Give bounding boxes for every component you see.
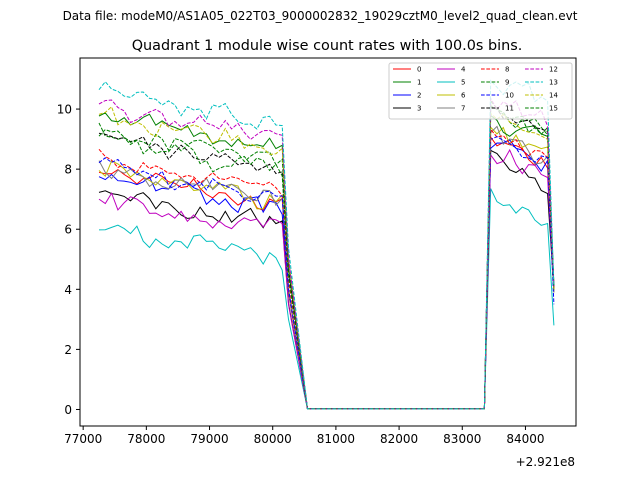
axes-frame [79,57,577,427]
series-layer [98,79,555,410]
x-tick-label: 79000 [190,432,228,446]
figure-suptitle: Data file: modeM0/AS1A05_022T03_90000028… [63,9,578,23]
x-axis: 77000 78000 79000 80000 81000 82000 83000 84000 [64,426,545,446]
x-tick-label: 80000 [254,432,292,446]
legend-label-4: 4 [461,66,466,74]
legend-label-0: 0 [417,66,421,74]
legend-label-1: 1 [417,79,421,87]
legend-label-6: 6 [461,92,466,100]
legend-label-11: 11 [505,105,514,113]
y-tick-label: 2 [64,343,72,357]
legend-box [388,62,573,120]
legend-label-3: 3 [417,105,421,113]
x-tick-label: 81000 [317,432,355,446]
x-tick-label: 77000 [64,432,102,446]
legend-label-15: 15 [549,105,558,113]
x-tick-label: 78000 [127,432,165,446]
y-tick-label: 8 [64,163,72,177]
x-tick-label: 84000 [506,432,544,446]
y-tick-label: 6 [64,223,72,237]
x-offset-label: +2.921e8 [516,455,575,469]
x-tick-label: 83000 [443,432,481,446]
series-line-13 [98,79,555,410]
legend-label-12: 12 [549,66,558,74]
x-tick-label: 82000 [380,432,418,446]
chart-title: Quadrant 1 module wise count rates with … [132,38,523,54]
legend-label-2: 2 [417,92,421,100]
legend-label-9: 9 [505,79,509,87]
y-tick-label: 10 [57,103,72,117]
legend-label-13: 13 [549,79,558,87]
legend-label-5: 5 [461,79,465,87]
y-tick-label: 4 [64,283,72,297]
legend-label-14: 14 [549,92,558,100]
legend-label-10: 10 [505,92,514,100]
legend-label-7: 7 [461,105,465,113]
y-axis: 0 2 4 6 8 10 [57,103,80,417]
y-tick-label: 0 [64,403,72,417]
legend-label-8: 8 [505,66,509,74]
